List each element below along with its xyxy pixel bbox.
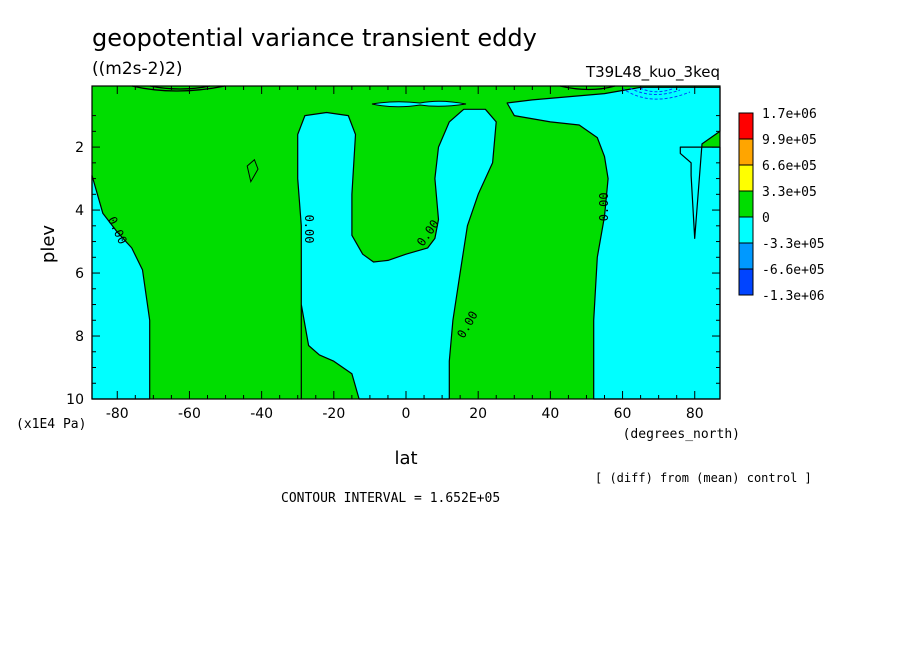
colorbar-swatch bbox=[738, 138, 754, 166]
y-tick-label: 10 bbox=[66, 392, 84, 408]
small-closed-contour bbox=[246, 158, 259, 184]
x-tick-label: -80 bbox=[106, 406, 129, 422]
colorbar-swatch bbox=[738, 216, 754, 244]
chart-units: ((m2s-2)2) bbox=[92, 59, 183, 79]
x-tick-label: 60 bbox=[614, 406, 632, 422]
colorbar-label: 3.3e+05 bbox=[762, 185, 817, 200]
colorbar-label: -1.3e+06 bbox=[762, 289, 825, 304]
colorbar: 1.7e+06 9.9e+05 6.6e+05 3.3e+05 0 -3.3e+05 -6.… bbox=[738, 107, 825, 304]
colorbar-label: -3.3e+05 bbox=[762, 237, 825, 252]
top-contour-b bbox=[149, 85, 211, 90]
negative-region-2 bbox=[297, 109, 497, 400]
colorbar-label: 9.9e+05 bbox=[762, 133, 817, 148]
y-tick-label: 2 bbox=[75, 140, 84, 156]
x-axis-label: lat bbox=[394, 448, 417, 469]
x-tick-label: -60 bbox=[178, 406, 201, 422]
negative-dashed-contour-c bbox=[639, 87, 673, 93]
y-tick-label: 4 bbox=[75, 203, 84, 219]
negative-dashed-contour-b bbox=[629, 87, 681, 95]
zero-contour-3 bbox=[506, 86, 721, 400]
colorbar-label: 1.7e+06 bbox=[762, 107, 817, 122]
colorbar-label: -6.6e+05 bbox=[762, 263, 825, 278]
colorbar-label: 0 bbox=[762, 211, 770, 226]
colorbar-swatch bbox=[738, 112, 754, 140]
colorbar-label: 6.6e+05 bbox=[762, 159, 817, 174]
y-axis-units: (x1E4 Pa) bbox=[16, 417, 86, 432]
x-tick-label: -40 bbox=[250, 406, 273, 422]
contour-interval-text: CONTOUR INTERVAL = 1.652E+05 bbox=[281, 491, 500, 506]
contour-label: 0.00 bbox=[302, 215, 316, 244]
negative-region-3 bbox=[507, 87, 720, 400]
plot-frame bbox=[91, 85, 721, 400]
plot-area bbox=[91, 85, 721, 400]
chart-title: geopotential variance transient eddy bbox=[92, 24, 537, 52]
x-tick-label: -20 bbox=[322, 406, 345, 422]
contour-label: 0.00 bbox=[597, 192, 611, 221]
y-axis-label: plev bbox=[38, 225, 59, 264]
thin-negative-sliver bbox=[371, 100, 467, 108]
colorbar-swatch bbox=[738, 164, 754, 192]
colorbar-swatch bbox=[738, 190, 754, 218]
negative-dashed-contour-a bbox=[621, 87, 691, 100]
top-contour-c bbox=[559, 85, 616, 91]
x-axis-units: (degrees_north) bbox=[623, 427, 740, 442]
y-tick-label: 6 bbox=[75, 266, 84, 282]
negative-region-1 bbox=[92, 175, 150, 399]
x-tick-label: 0 bbox=[402, 406, 411, 422]
x-tick-label: 20 bbox=[469, 406, 487, 422]
y-tick-label: 8 bbox=[75, 329, 84, 345]
top-contour-a bbox=[131, 85, 226, 92]
x-tick-label: 80 bbox=[686, 406, 704, 422]
run-label: T39L48_kuo_3keq bbox=[585, 63, 720, 82]
colorbar-swatch bbox=[738, 268, 754, 296]
colorbar-swatch bbox=[738, 242, 754, 270]
diff-note: [ (diff) from (mean) control ] bbox=[595, 471, 812, 485]
x-tick-label: 40 bbox=[541, 406, 559, 422]
